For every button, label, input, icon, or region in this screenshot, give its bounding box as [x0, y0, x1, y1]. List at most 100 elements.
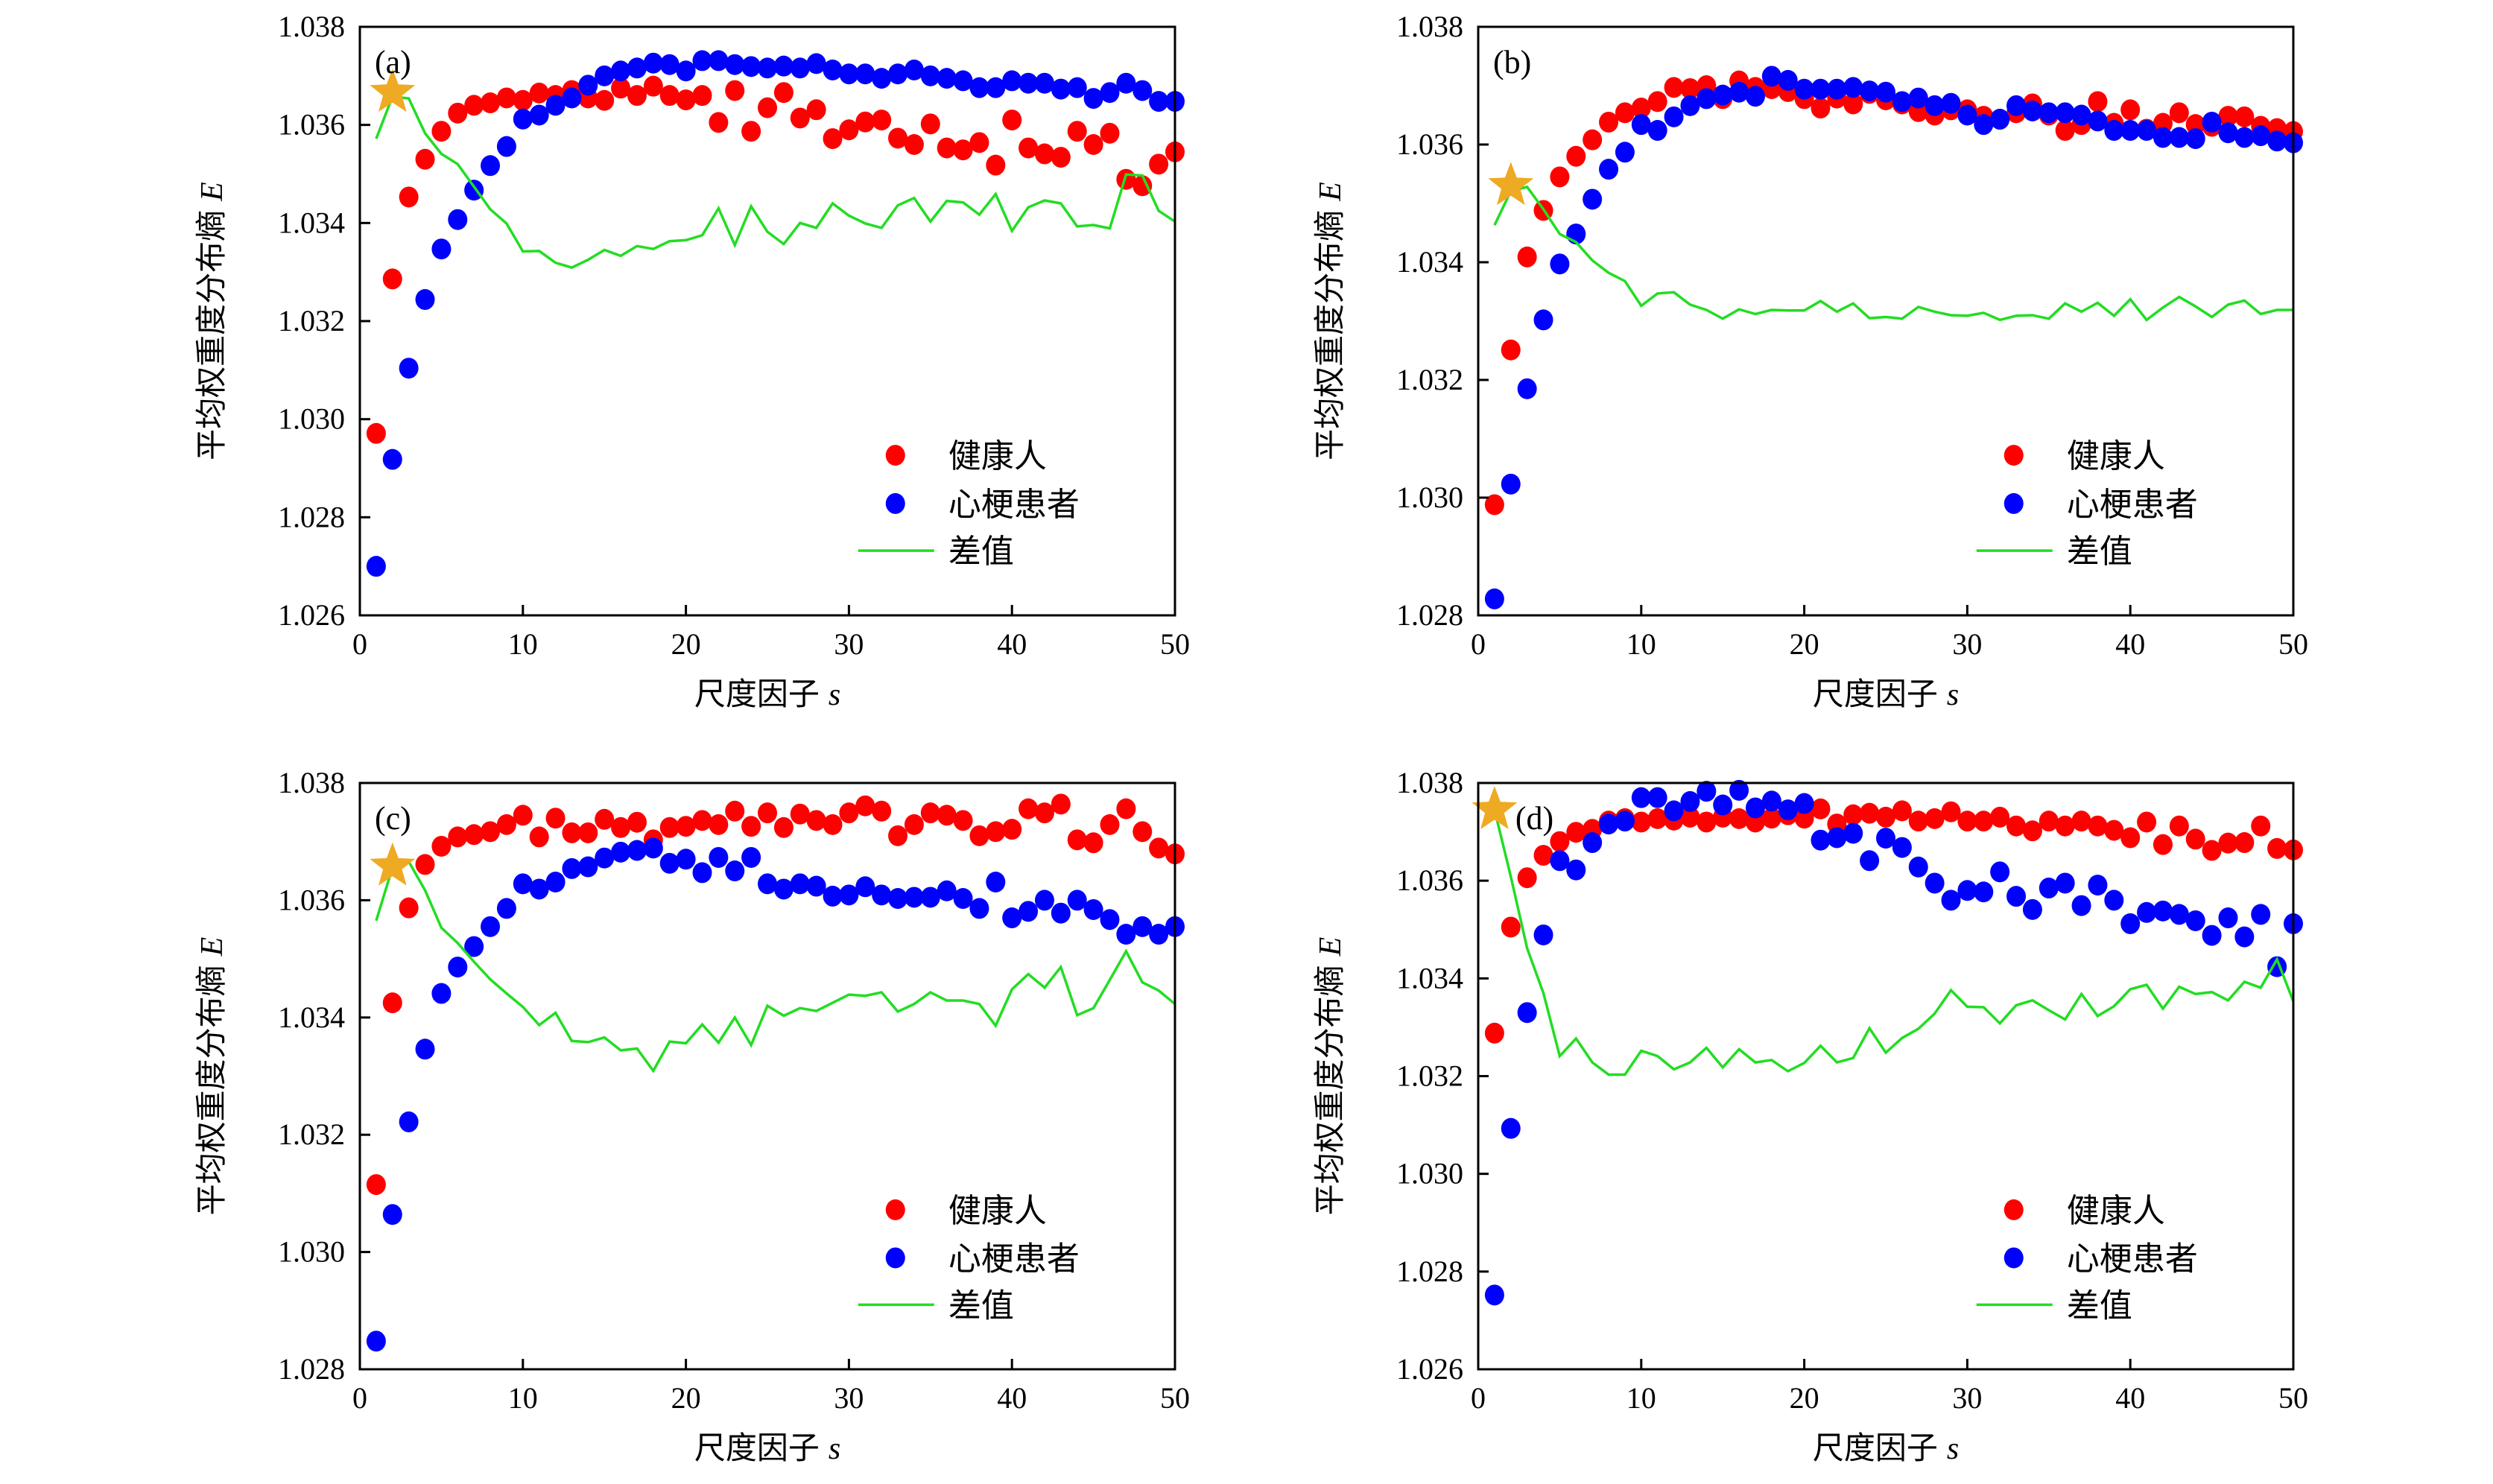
mi-patient-point	[611, 60, 631, 82]
y-tick-label: 1.026	[278, 598, 345, 632]
mi-patient-point	[448, 957, 468, 978]
mi-patient-point	[790, 57, 810, 79]
mi-patient-point	[1697, 781, 1717, 802]
mi-patient-point	[1533, 309, 1553, 331]
y-axis-variable: E	[1314, 937, 1348, 957]
y-tick-label: 1.036	[278, 108, 345, 142]
mi-patient-point	[1794, 78, 1814, 100]
healthy-point	[2039, 811, 2059, 832]
mi-patient-point	[1067, 890, 1087, 911]
healthy-point	[2234, 106, 2255, 127]
mi-patient-point	[1051, 78, 1071, 100]
healthy-point	[1892, 800, 1912, 822]
mi-patient-point	[1533, 924, 1553, 945]
mi-patient-point	[2185, 910, 2205, 931]
y-axis-label: 平均权重度分布熵 E	[193, 182, 229, 460]
mi-patient-point	[1990, 861, 2010, 883]
mi-patient-point	[1761, 66, 1781, 87]
x-tick-label: 0	[352, 627, 367, 661]
healthy-point	[1100, 814, 1120, 835]
y-tick-label: 1.032	[1396, 363, 1463, 396]
healthy-point	[1680, 77, 1700, 99]
legend-label: 健康人	[948, 1192, 1047, 1230]
x-axis-variable: s	[829, 678, 840, 712]
healthy-point	[2055, 120, 2075, 142]
mi-patient-point	[1631, 114, 1651, 136]
mi-patient-point	[1631, 787, 1651, 808]
mi-patient-point	[1794, 793, 1814, 814]
y-tick-label: 1.038	[278, 766, 345, 799]
mi-patient-point	[611, 841, 631, 863]
mi-patient-point	[1941, 92, 1961, 114]
healthy-point	[758, 802, 777, 824]
mi-patient-point	[2202, 111, 2222, 133]
healthy-point	[1034, 802, 1054, 824]
healthy-point	[2185, 828, 2205, 850]
x-tick-label: 0	[1471, 627, 1486, 661]
healthy-point	[2153, 834, 2173, 855]
mi-patient-point	[545, 872, 566, 893]
mi-patient-point	[1100, 82, 1120, 104]
healthy-point	[920, 802, 940, 824]
mi-patient-point	[937, 68, 957, 89]
healthy-point	[1533, 845, 1553, 866]
healthy-point	[1517, 867, 1537, 889]
x-axis-label: 尺度因子 s	[1813, 676, 1959, 712]
panel-a: 0 10 20 30 40 50 1.026 1.028 1.030 1.032 1.034 1.03…	[193, 10, 1190, 712]
healthy-point	[1664, 77, 1684, 98]
mi-patient-point	[1778, 799, 1798, 821]
healthy-point	[806, 810, 826, 831]
mi-patient-point	[1713, 794, 1733, 816]
healthy-point	[855, 111, 875, 133]
mi-patient-point	[659, 852, 680, 874]
y-axis-variable: E	[1314, 182, 1348, 202]
healthy-point	[2055, 815, 2075, 837]
healthy-point	[1034, 143, 1054, 165]
mi-patient-point	[1811, 78, 1831, 100]
legend-marker	[885, 492, 905, 514]
healthy-point	[1697, 811, 1717, 833]
mi-patient-point	[1647, 120, 1667, 142]
mi-patient-point	[1517, 1002, 1537, 1024]
mi-patient-point	[1116, 72, 1136, 94]
legend-label: 健康人	[2067, 437, 2165, 475]
healthy-point	[692, 85, 712, 107]
mi-patient-point	[659, 54, 680, 75]
healthy-point	[790, 107, 810, 129]
healthy-point	[545, 808, 566, 829]
mi-patient-point	[1680, 95, 1700, 116]
mi-patient-point	[643, 52, 663, 74]
healthy-point	[1484, 1022, 1504, 1044]
healthy-point	[2218, 106, 2238, 127]
healthy-point	[1067, 829, 1087, 851]
mi-patient-point	[1034, 72, 1054, 94]
x-tick-label: 10	[508, 627, 538, 661]
x-axis-variable: s	[1947, 678, 1959, 712]
mi-patient-point	[2185, 128, 2205, 150]
mi-patient-point	[1680, 790, 1700, 812]
mi-patient-point	[595, 65, 615, 86]
legend-label: 心梗患者	[2067, 1240, 2198, 1278]
mi-patient-point	[578, 856, 598, 878]
mi-patient-point	[920, 65, 940, 86]
mi-patient-point	[1860, 80, 1880, 102]
mi-patient-point	[1908, 856, 1928, 878]
y-tick-label: 1.034	[1396, 245, 1463, 279]
healthy-point	[953, 139, 973, 161]
mi-patient-point	[692, 50, 712, 72]
healthy-point	[1974, 811, 1994, 832]
mi-patient-point	[1149, 924, 1169, 945]
mi-patient-point	[709, 846, 729, 868]
mi-patient-point	[1974, 881, 1994, 903]
healthy-point	[2120, 99, 2141, 121]
difference-line	[375, 860, 1176, 1074]
legend-label: 差值	[2067, 1287, 2132, 1325]
healthy-point	[415, 854, 435, 875]
mi-patient-point	[1745, 86, 1765, 107]
legend-marker	[885, 1247, 905, 1269]
mi-patient-point	[627, 840, 647, 861]
x-axis-variable: s	[1947, 1432, 1959, 1466]
mi-patient-point	[1892, 837, 1912, 858]
